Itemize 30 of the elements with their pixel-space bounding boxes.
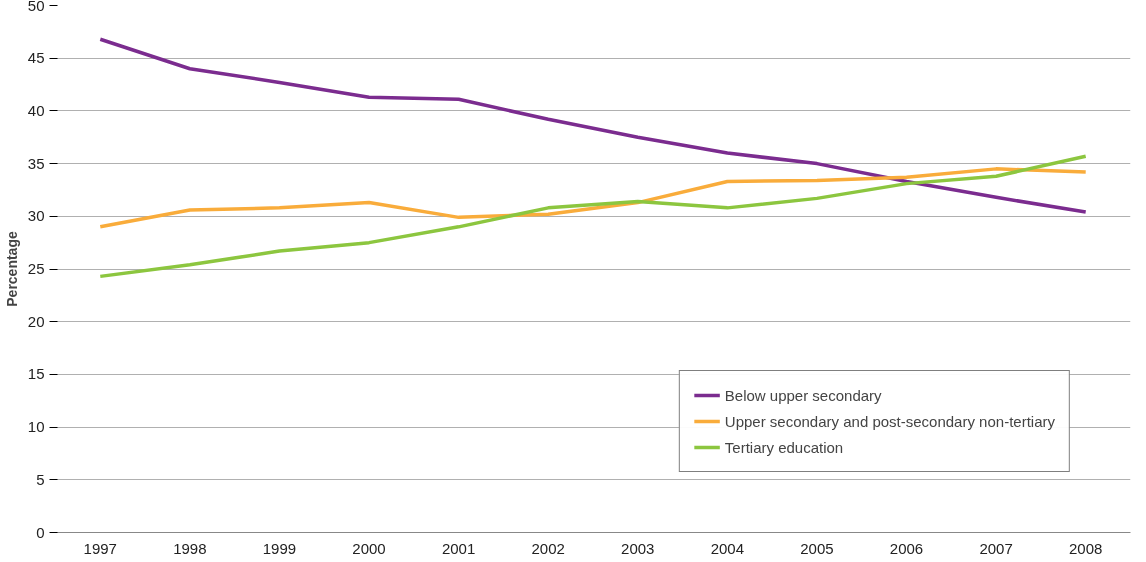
legend-label: Below upper secondary	[724, 386, 882, 404]
x-tick-label: 1997	[83, 539, 117, 557]
y-tick-label: 10	[27, 418, 45, 436]
y-tick-label: 30	[27, 207, 45, 225]
y-tick-label: 45	[27, 49, 45, 67]
y-tick-label: 35	[27, 154, 45, 172]
line-series	[98, 37, 1088, 214]
legend-label: Upper secondary and post-secondary non-tertiary	[724, 412, 1055, 430]
y-tick-label: 40	[27, 101, 45, 119]
legend-label: Tertiary education	[724, 438, 844, 456]
x-tick-label: 1999	[262, 539, 297, 557]
y-tick-label: 5	[36, 470, 45, 488]
x-tick-label: 2002	[531, 539, 565, 557]
x-tick-label: 2007	[979, 539, 1013, 557]
x-tick-label: 2004	[710, 539, 745, 557]
x-tick-label: 2003	[621, 539, 655, 557]
x-tick-label: 2000	[352, 539, 386, 557]
y-tick-label: 50	[27, 0, 45, 14]
x-tick-label: 2005	[800, 539, 834, 557]
y-tick-label: 0	[36, 523, 45, 541]
line-series	[98, 167, 1088, 229]
x-tick-label: 1998	[173, 539, 207, 557]
y-axis-title: Percentage	[3, 231, 20, 307]
x-tick-label: 2006	[889, 539, 924, 557]
y-tick-label: 25	[27, 260, 45, 277]
x-tick-label: 2008	[1069, 539, 1103, 557]
x-tick-label: 2001	[441, 539, 476, 557]
y-tick-label: 15	[27, 365, 45, 383]
y-tick-label: 20	[27, 312, 45, 330]
line-series	[98, 154, 1088, 279]
